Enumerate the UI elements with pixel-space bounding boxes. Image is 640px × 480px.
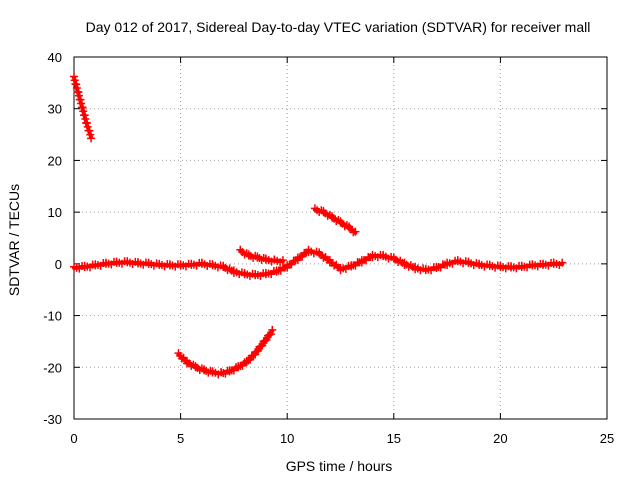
- data-point-marker: [262, 335, 271, 344]
- data-point-marker: [351, 227, 360, 236]
- y-tick-label: -30: [43, 412, 62, 427]
- chart-title: Day 012 of 2017, Sidereal Day-to-day VTE…: [86, 19, 591, 35]
- data-point-marker: [86, 130, 95, 139]
- data-point-marker: [278, 256, 287, 265]
- data-point-marker: [83, 122, 92, 131]
- y-tick-label: -20: [43, 360, 62, 375]
- series-segment-5: [174, 325, 277, 379]
- axis-ticks: 0 5 10 15 20 25 -30 -20 -10 0 10 20 30 40: [43, 50, 614, 446]
- series-segment-4: [310, 204, 360, 237]
- y-tick-label: 0: [55, 257, 62, 272]
- y-tick-label: 30: [48, 102, 62, 117]
- y-tick-label: 10: [48, 205, 62, 220]
- x-tick-label: 20: [493, 431, 507, 446]
- data-point-marker: [268, 325, 277, 334]
- x-tick-label: 25: [600, 431, 614, 446]
- data-point-marker: [258, 341, 267, 350]
- data-point-marker: [82, 119, 91, 128]
- y-axis-label: SDTVAR / TECUs: [6, 184, 22, 296]
- x-tick-label: 10: [280, 431, 294, 446]
- y-tick-label: -10: [43, 309, 62, 324]
- x-tick-label: 0: [70, 431, 77, 446]
- data-point-marker: [558, 258, 567, 267]
- data-point-marker: [246, 355, 255, 364]
- x-tick-label: 5: [177, 431, 184, 446]
- y-tick-label: 20: [48, 153, 62, 168]
- data-series: [70, 72, 567, 379]
- series-segment-1: [70, 72, 96, 143]
- data-point-marker: [254, 346, 263, 355]
- data-point-marker: [266, 330, 275, 339]
- series-segment-2: [70, 245, 567, 280]
- series-segment-3: [236, 245, 287, 267]
- data-point-marker: [87, 134, 96, 143]
- plot-frame: [73, 56, 608, 420]
- data-point-marker: [85, 126, 94, 135]
- x-tick-label: 15: [387, 431, 401, 446]
- x-axis-label: GPS time / hours: [286, 458, 393, 474]
- grid: [74, 57, 607, 419]
- y-tick-label: 40: [48, 50, 62, 65]
